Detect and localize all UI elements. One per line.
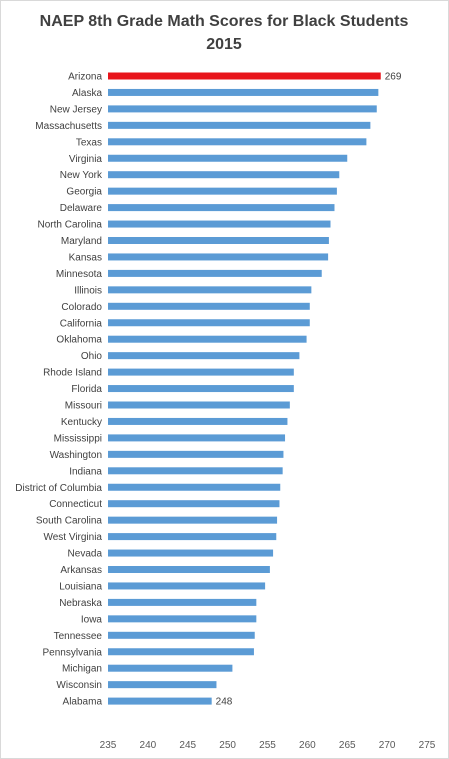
category-label-nevada: Nevada (68, 549, 103, 560)
x-tick-label: 255 (259, 740, 276, 751)
category-label-new-york: New York (60, 170, 103, 181)
category-label-arizona: Arizona (68, 72, 102, 83)
chart-title-line-2: 2015 (206, 36, 242, 53)
category-label-new-jersey: New Jersey (50, 104, 102, 115)
category-label-south-carolina: South Carolina (36, 516, 103, 527)
category-label-massachusetts: Massachusetts (35, 121, 102, 132)
category-label-oklahoma: Oklahoma (56, 335, 102, 346)
bar-wisconsin (108, 681, 217, 689)
category-label-alabama: Alabama (63, 697, 103, 708)
category-label-virginia: Virginia (69, 154, 103, 165)
category-label-north-carolina: North Carolina (38, 220, 103, 231)
bar-virginia (108, 154, 348, 162)
bar-oklahoma (108, 335, 307, 343)
x-axis-tick-labels: 235 240 245 250 255 260 265 270 275 (100, 740, 436, 751)
category-label-rhode-island: Rhode Island (43, 368, 102, 379)
category-label-connecticut: Connecticut (49, 499, 102, 510)
bar-arkansas (108, 566, 270, 573)
category-label-missouri: Missouri (65, 401, 102, 412)
category-label-illinois: Illinois (74, 285, 102, 296)
bar-district-of-columbia (108, 483, 281, 491)
x-tick-label: 245 (179, 740, 196, 751)
category-label-mississippi: Mississippi (54, 433, 102, 444)
category-label-district-of-columbia: District of Columbia (15, 483, 102, 494)
bar-florida (108, 385, 294, 393)
bar-north-carolina (108, 220, 331, 228)
bar-connecticut (108, 500, 280, 508)
category-labels: Arizona Alaska New Jersey Massachusetts Texa… (15, 72, 103, 708)
category-label-wisconsin: Wisconsin (56, 680, 102, 691)
bar-missouri (108, 401, 290, 409)
x-tick-label: 235 (100, 740, 117, 751)
bar-alaska (108, 88, 379, 96)
bar-illinois (108, 286, 312, 294)
data-label-arizona: 269 (385, 72, 402, 83)
category-label-iowa: Iowa (81, 614, 103, 625)
bar-alabama (108, 697, 212, 705)
bar-minnesota (108, 269, 322, 277)
bar-maryland (108, 237, 329, 244)
bar-new-york (108, 171, 340, 179)
x-tick-label: 270 (379, 740, 396, 751)
category-label-nebraska: Nebraska (59, 598, 102, 609)
x-tick-label: 265 (339, 740, 356, 751)
category-label-ohio: Ohio (81, 351, 103, 362)
category-label-kansas: Kansas (69, 252, 102, 263)
bar-colorado (108, 302, 310, 310)
category-label-colorado: Colorado (61, 302, 102, 313)
bar-new-jersey (108, 105, 377, 113)
category-label-florida: Florida (71, 384, 102, 395)
category-label-georgia: Georgia (66, 187, 102, 198)
bar-group (108, 72, 381, 705)
bar-louisiana (108, 582, 266, 590)
bar-pennsylvania (108, 648, 254, 656)
category-label-delaware: Delaware (60, 203, 103, 214)
bar-kentucky (108, 417, 288, 425)
category-label-pennsylvania: Pennsylvania (43, 647, 103, 658)
category-label-kentucky: Kentucky (61, 417, 102, 428)
category-label-indiana: Indiana (69, 466, 102, 477)
category-label-alaska: Alaska (72, 88, 102, 99)
bar-south-carolina (108, 516, 278, 524)
category-label-maryland: Maryland (61, 236, 102, 247)
category-label-texas: Texas (76, 137, 102, 148)
category-label-tennessee: Tennessee (54, 631, 103, 642)
bar-texas (108, 138, 367, 146)
bar-tennessee (108, 631, 255, 639)
bar-massachusetts (108, 121, 371, 129)
bar-west-virginia (108, 533, 277, 541)
bar-georgia (108, 187, 337, 195)
bar-arizona (108, 72, 381, 80)
bar-ohio (108, 352, 300, 360)
bar-rhode-island (108, 368, 294, 376)
bar-washington (108, 450, 284, 458)
x-tick-label: 260 (299, 740, 316, 751)
category-label-arkansas: Arkansas (60, 565, 102, 576)
x-tick-label: 240 (140, 740, 157, 751)
bar-nevada (108, 549, 274, 557)
x-tick-label: 275 (419, 740, 436, 751)
bar-indiana (108, 467, 283, 475)
category-label-california: California (60, 318, 103, 329)
bar-delaware (108, 204, 335, 212)
category-label-louisiana: Louisiana (59, 581, 102, 592)
category-label-michigan: Michigan (62, 664, 102, 675)
bar-california (108, 319, 310, 327)
bar-nebraska (108, 598, 257, 606)
x-tick-label: 250 (219, 740, 236, 751)
bar-mississippi (108, 434, 286, 442)
bar-michigan (108, 664, 233, 672)
data-label-alabama: 248 (216, 697, 233, 708)
bar-iowa (108, 615, 257, 623)
bar-kansas (108, 253, 329, 261)
category-label-washington: Washington (50, 450, 102, 461)
category-label-minnesota: Minnesota (56, 269, 103, 280)
chart-title-line-1: NAEP 8th Grade Math Scores for Black Stu… (40, 13, 409, 30)
category-label-west-virginia: West Virginia (43, 532, 102, 543)
data-labels: 269 248 (216, 72, 402, 708)
